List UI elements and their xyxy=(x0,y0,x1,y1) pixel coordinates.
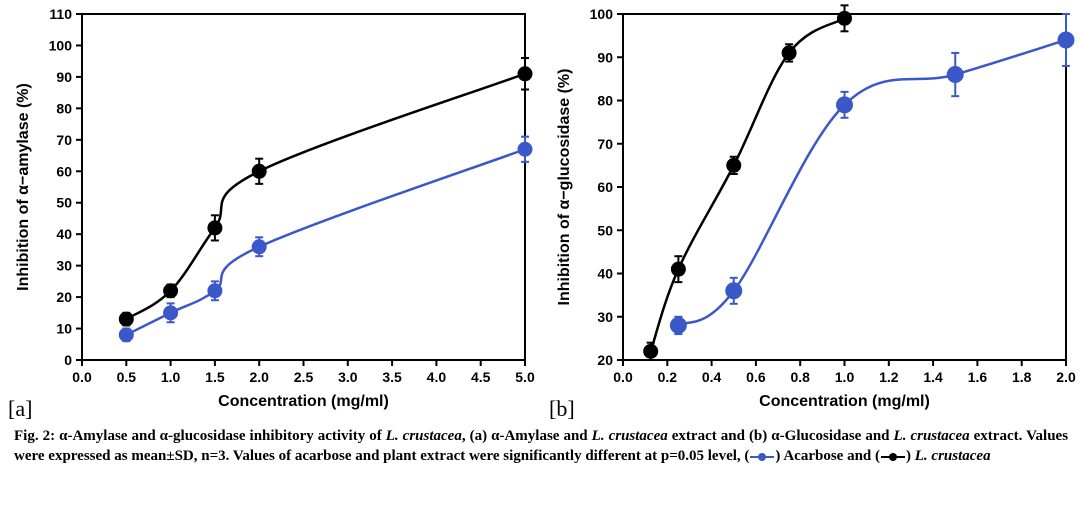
svg-text:Concentration (mg/ml): Concentration (mg/ml) xyxy=(759,393,930,410)
svg-text:30: 30 xyxy=(56,258,72,274)
svg-text:0.4: 0.4 xyxy=(702,369,722,385)
svg-text:4.0: 4.0 xyxy=(427,369,447,385)
svg-text:Concentration (mg/ml): Concentration (mg/ml) xyxy=(218,393,389,410)
svg-text:0.6: 0.6 xyxy=(746,369,766,385)
svg-text:40: 40 xyxy=(56,226,72,242)
panel-a-tag: [a] xyxy=(8,396,32,422)
svg-text:0.2: 0.2 xyxy=(658,369,678,385)
svg-text:50: 50 xyxy=(56,195,72,211)
panel-b: 0.0 0.2 0.4 0.6 0.8 1.0 1.2 1.4 1.6 1.8 2.0 20 30 40 5… xyxy=(541,0,1082,420)
svg-text:30: 30 xyxy=(597,309,613,325)
caption-sp1: L. crustacea xyxy=(386,428,462,444)
svg-text:0.0: 0.0 xyxy=(72,369,92,385)
svg-text:0.8: 0.8 xyxy=(790,369,810,385)
svg-text:Inhibition of α−amylase (%): Inhibition of α−amylase (%) xyxy=(15,83,32,291)
caption-sp2: L. crustacea xyxy=(592,428,668,444)
svg-text:70: 70 xyxy=(597,136,613,152)
legend-acarbose-icon xyxy=(749,447,775,467)
svg-text:1.6: 1.6 xyxy=(968,369,988,385)
svg-text:Inhibition of α−glucosidase (%: Inhibition of α−glucosidase (%) xyxy=(556,69,573,306)
caption-fig-label: Fig. 2: xyxy=(14,428,55,444)
caption-t2: , (a) α-Amylase and xyxy=(462,428,592,444)
svg-text:1.2: 1.2 xyxy=(879,369,899,385)
svg-text:1.5: 1.5 xyxy=(205,369,225,385)
svg-text:1.0: 1.0 xyxy=(835,369,855,385)
charts-row: 0.0 0.5 1.0 1.5 2.0 2.5 3.0 3.5 4.0 4.5 5.0 0 10 20 30… xyxy=(0,0,1082,420)
svg-text:70: 70 xyxy=(56,132,72,148)
svg-text:4.5: 4.5 xyxy=(471,369,491,385)
svg-text:90: 90 xyxy=(56,69,72,85)
figure-caption: Fig. 2: α-Amylase and α-glucosidase inhi… xyxy=(14,426,1068,467)
svg-text:3.5: 3.5 xyxy=(382,369,402,385)
svg-text:110: 110 xyxy=(49,6,72,22)
svg-text:2.0: 2.0 xyxy=(1056,369,1076,385)
svg-text:100: 100 xyxy=(590,6,614,22)
svg-text:60: 60 xyxy=(56,163,72,179)
svg-text:0.5: 0.5 xyxy=(117,369,137,385)
svg-text:3.0: 3.0 xyxy=(338,369,358,385)
caption-sp3: L. crustacea xyxy=(894,428,970,444)
svg-text:2.0: 2.0 xyxy=(249,369,269,385)
panel-b-tag: [b] xyxy=(549,396,575,422)
svg-text:0: 0 xyxy=(64,352,72,368)
svg-text:60: 60 xyxy=(597,179,613,195)
caption-leg-b: ) xyxy=(906,448,915,464)
svg-text:10: 10 xyxy=(56,321,72,337)
chart-b-svg: 0.0 0.2 0.4 0.6 0.8 1.0 1.2 1.4 1.6 1.8 2.0 20 30 40 5… xyxy=(541,0,1082,420)
svg-text:40: 40 xyxy=(597,266,613,282)
svg-text:90: 90 xyxy=(597,49,613,65)
panel-a: 0.0 0.5 1.0 1.5 2.0 2.5 3.0 3.5 4.0 4.5 5.0 0 10 20 30… xyxy=(0,0,541,420)
svg-text:50: 50 xyxy=(597,222,613,238)
svg-text:0.0: 0.0 xyxy=(613,369,633,385)
svg-text:5.0: 5.0 xyxy=(515,369,535,385)
caption-sp4: L. crustacea xyxy=(915,448,991,464)
svg-text:100: 100 xyxy=(49,37,73,53)
svg-text:80: 80 xyxy=(597,93,613,109)
svg-text:1.8: 1.8 xyxy=(1012,369,1032,385)
caption-t1: α-Amylase and α-glucosidase inhibitory a… xyxy=(59,428,386,444)
chart-a-svg: 0.0 0.5 1.0 1.5 2.0 2.5 3.0 3.5 4.0 4.5 5.0 0 10 20 30… xyxy=(0,0,541,420)
svg-text:1.4: 1.4 xyxy=(923,369,943,385)
svg-text:20: 20 xyxy=(597,352,613,368)
caption-leg-a: ) Acarbose and ( xyxy=(775,448,880,464)
svg-text:80: 80 xyxy=(56,100,72,116)
svg-text:2.5: 2.5 xyxy=(294,369,314,385)
caption-t3: extract and (b) α-Glucosidase and xyxy=(668,428,894,444)
legend-crustacea-icon xyxy=(880,447,906,467)
svg-text:20: 20 xyxy=(56,289,72,305)
svg-text:1.0: 1.0 xyxy=(161,369,181,385)
